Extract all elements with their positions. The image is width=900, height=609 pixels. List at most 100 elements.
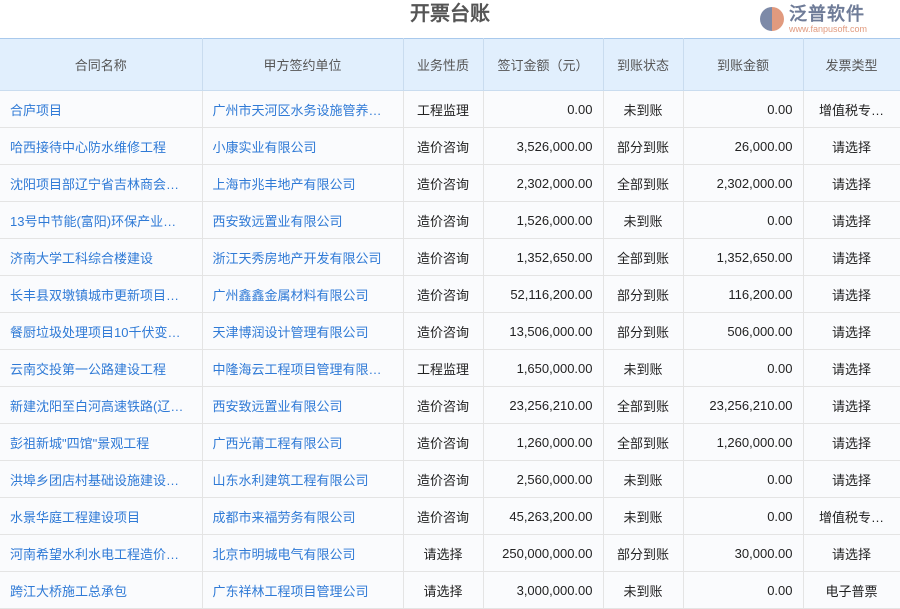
table-cell: 26,000.00: [683, 127, 804, 165]
watermark-logo: 泛普软件 www.fanpusoft.com: [760, 1, 867, 37]
table-row[interactable]: 餐厨垃圾处理项目10千伏变… 天津博润设计管理有限公司 造价咨询 13,506,000…: [0, 312, 900, 350]
link-cell[interactable]: 哈西接待中心防水维修工程: [0, 127, 203, 165]
table-body: 合庐项目 广州市天河区水务设施管养… 工程监理 0.00 未到账 0.00 增值税专… 哈西接…: [0, 90, 900, 609]
link-cell[interactable]: 济南大学工科综合楼建设: [0, 238, 203, 276]
invoice-ledger-table: 合同名称 甲方签约单位 业务性质 签订金额（元） 到账状态 到账金额 发票类型 合庐项目 广州…: [0, 38, 900, 609]
table-row[interactable]: 河南希望水利水电工程造价… 北京市明城电气有限公司 请选择 250,000,000.0…: [0, 534, 900, 572]
table-cell: 请选择: [803, 275, 900, 313]
link-cell[interactable]: 上海市兆丰地产有限公司: [202, 164, 404, 202]
link-cell[interactable]: 广西光莆工程有限公司: [202, 423, 404, 461]
link-cell[interactable]: 广东祥林工程项目管理公司: [202, 571, 404, 609]
table-row[interactable]: 跨江大桥施工总承包 广东祥林工程项目管理公司 请选择 3,000,000.00 未到账 0…: [0, 571, 900, 609]
table-cell: 250,000,000.00: [483, 534, 604, 572]
table-row[interactable]: 云南交投第一公路建设工程 中隆海云工程项目管理有限… 工程监理 1,650,000.0…: [0, 349, 900, 387]
link-cell[interactable]: 山东水利建筑工程有限公司: [202, 460, 404, 498]
table-cell: 2,302,000.00: [683, 164, 804, 202]
logo-icon: [760, 7, 784, 31]
table-cell: 部分到账: [603, 534, 684, 572]
table-cell: 0.00: [683, 460, 804, 498]
link-cell[interactable]: 北京市明城电气有限公司: [202, 534, 404, 572]
link-cell[interactable]: 长丰县双墩镇城市更新项目…: [0, 275, 203, 313]
table-row[interactable]: 沈阳项目部辽宁省吉林商会… 上海市兆丰地产有限公司 造价咨询 2,302,000.00…: [0, 164, 900, 202]
link-cell[interactable]: 跨江大桥施工总承包: [0, 571, 203, 609]
link-cell[interactable]: 云南交投第一公路建设工程: [0, 349, 203, 387]
column-header[interactable]: 到账金额: [683, 38, 804, 91]
table-cell: 13,506,000.00: [483, 312, 604, 350]
table-cell: 造价咨询: [403, 275, 484, 313]
column-header[interactable]: 签订金额（元）: [483, 38, 604, 91]
link-cell[interactable]: 河南希望水利水电工程造价…: [0, 534, 203, 572]
table-cell: 0.00: [683, 571, 804, 609]
table-cell: 部分到账: [603, 312, 684, 350]
table-cell: 造价咨询: [403, 312, 484, 350]
table-cell: 造价咨询: [403, 460, 484, 498]
link-cell[interactable]: 彭祖新城"四馆"景观工程: [0, 423, 203, 461]
table-cell: 工程监理: [403, 90, 484, 128]
column-header[interactable]: 甲方签约单位: [202, 38, 404, 91]
table-cell: 3,526,000.00: [483, 127, 604, 165]
table-cell: 1,260,000.00: [683, 423, 804, 461]
table-cell: 0.00: [683, 90, 804, 128]
watermark-url: www.fanpusoft.com: [789, 23, 868, 34]
table-row[interactable]: 哈西接待中心防水维修工程 小康实业有限公司 造价咨询 3,526,000.00 部分到账…: [0, 127, 900, 165]
link-cell[interactable]: 合庐项目: [0, 90, 203, 128]
table-cell: 请选择: [803, 349, 900, 387]
watermark-text: 泛普软件 www.fanpusoft.com: [789, 5, 867, 34]
table-cell: 2,302,000.00: [483, 164, 604, 202]
table-row[interactable]: 合庐项目 广州市天河区水务设施管养… 工程监理 0.00 未到账 0.00 增值税专…: [0, 90, 900, 128]
table-row[interactable]: 13号中节能(富阳)环保产业… 西安致远置业有限公司 造价咨询 1,526,000.0…: [0, 201, 900, 239]
column-header[interactable]: 发票类型: [803, 38, 900, 91]
table-row[interactable]: 水景华庭工程建设项目 成都市来福劳务有限公司 造价咨询 45,263,200.00 未到…: [0, 497, 900, 535]
link-cell[interactable]: 浙江天秀房地产开发有限公司: [202, 238, 404, 276]
table-cell: 部分到账: [603, 127, 684, 165]
link-cell[interactable]: 新建沈阳至白河高速铁路(辽…: [0, 386, 203, 424]
link-cell[interactable]: 天津博润设计管理有限公司: [202, 312, 404, 350]
table-row[interactable]: 新建沈阳至白河高速铁路(辽… 西安致远置业有限公司 造价咨询 23,256,210.0…: [0, 386, 900, 424]
table-cell: 请选择: [803, 201, 900, 239]
table-cell: 1,352,650.00: [483, 238, 604, 276]
table-row[interactable]: 彭祖新城"四馆"景观工程 广西光莆工程有限公司 造价咨询 1,260,000.00 全部…: [0, 423, 900, 461]
column-header[interactable]: 合同名称: [0, 38, 203, 91]
link-cell[interactable]: 成都市来福劳务有限公司: [202, 497, 404, 535]
link-cell[interactable]: 小康实业有限公司: [202, 127, 404, 165]
link-cell[interactable]: 广州市天河区水务设施管养…: [202, 90, 404, 128]
table-cell: 全部到账: [603, 423, 684, 461]
table-cell: 3,000,000.00: [483, 571, 604, 609]
table-cell: 请选择: [803, 386, 900, 424]
table-cell: 全部到账: [603, 238, 684, 276]
column-header[interactable]: 到账状态: [603, 38, 684, 91]
table-cell: 30,000.00: [683, 534, 804, 572]
table-cell: 造价咨询: [403, 201, 484, 239]
link-cell[interactable]: 广州鑫鑫金属材料有限公司: [202, 275, 404, 313]
link-cell[interactable]: 西安致远置业有限公司: [202, 386, 404, 424]
column-header[interactable]: 业务性质: [403, 38, 484, 91]
table-row[interactable]: 济南大学工科综合楼建设 浙江天秀房地产开发有限公司 造价咨询 1,352,650.00…: [0, 238, 900, 276]
table-cell: 请选择: [803, 460, 900, 498]
table-cell: 造价咨询: [403, 423, 484, 461]
table-cell: 未到账: [603, 497, 684, 535]
link-cell[interactable]: 沈阳项目部辽宁省吉林商会…: [0, 164, 203, 202]
table-cell: 未到账: [603, 460, 684, 498]
table-cell: 请选择: [803, 423, 900, 461]
table-cell: 116,200.00: [683, 275, 804, 313]
table-cell: 造价咨询: [403, 497, 484, 535]
table-row[interactable]: 洪埠乡团店村基础设施建设… 山东水利建筑工程有限公司 造价咨询 2,560,000.0…: [0, 460, 900, 498]
link-cell[interactable]: 洪埠乡团店村基础设施建设…: [0, 460, 203, 498]
table-cell: 请选择: [403, 534, 484, 572]
link-cell[interactable]: 13号中节能(富阳)环保产业…: [0, 201, 203, 239]
link-cell[interactable]: 餐厨垃圾处理项目10千伏变…: [0, 312, 203, 350]
table-cell: 23,256,210.00: [483, 386, 604, 424]
link-cell[interactable]: 中隆海云工程项目管理有限…: [202, 349, 404, 387]
table-cell: 电子普票: [803, 571, 900, 609]
table-row[interactable]: 长丰县双墩镇城市更新项目… 广州鑫鑫金属材料有限公司 造价咨询 52,116,200.…: [0, 275, 900, 313]
table-cell: 1,260,000.00: [483, 423, 604, 461]
link-cell[interactable]: 水景华庭工程建设项目: [0, 497, 203, 535]
table-cell: 请选择: [803, 238, 900, 276]
table-cell: 0.00: [483, 90, 604, 128]
table-cell: 23,256,210.00: [683, 386, 804, 424]
table-cell: 部分到账: [603, 275, 684, 313]
watermark-name: 泛普软件: [789, 3, 865, 24]
table-cell: 未到账: [603, 571, 684, 609]
table-cell: 52,116,200.00: [483, 275, 604, 313]
link-cell[interactable]: 西安致远置业有限公司: [202, 201, 404, 239]
